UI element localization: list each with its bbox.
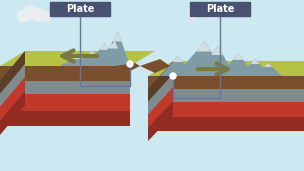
Polygon shape <box>148 76 304 89</box>
Polygon shape <box>75 51 105 66</box>
Polygon shape <box>0 91 25 135</box>
Polygon shape <box>196 41 211 51</box>
Circle shape <box>210 9 219 18</box>
Polygon shape <box>0 66 130 81</box>
Circle shape <box>194 3 206 16</box>
Polygon shape <box>0 111 130 126</box>
Polygon shape <box>211 46 223 55</box>
Polygon shape <box>220 53 255 76</box>
Polygon shape <box>148 89 304 102</box>
Polygon shape <box>99 43 108 50</box>
Polygon shape <box>148 74 173 115</box>
Polygon shape <box>233 53 243 60</box>
Polygon shape <box>175 41 225 76</box>
Polygon shape <box>0 77 25 121</box>
Polygon shape <box>85 43 115 66</box>
Polygon shape <box>255 63 282 76</box>
Polygon shape <box>148 102 304 117</box>
Polygon shape <box>140 59 170 73</box>
Polygon shape <box>264 63 272 67</box>
Circle shape <box>188 8 199 18</box>
Text: Plate: Plate <box>66 4 94 14</box>
Polygon shape <box>195 46 235 76</box>
Polygon shape <box>0 94 130 111</box>
Circle shape <box>170 73 176 79</box>
Polygon shape <box>148 87 173 128</box>
Polygon shape <box>108 41 118 49</box>
Polygon shape <box>148 61 173 102</box>
Polygon shape <box>90 41 125 66</box>
Polygon shape <box>73 56 81 59</box>
Polygon shape <box>0 81 130 94</box>
Polygon shape <box>148 117 304 131</box>
Circle shape <box>40 12 50 22</box>
Polygon shape <box>60 56 90 66</box>
Polygon shape <box>0 51 155 66</box>
Polygon shape <box>115 63 140 71</box>
Circle shape <box>32 8 45 21</box>
Polygon shape <box>173 56 183 62</box>
FancyBboxPatch shape <box>190 2 250 16</box>
Polygon shape <box>160 56 195 76</box>
Circle shape <box>127 61 133 67</box>
Circle shape <box>202 6 214 18</box>
Polygon shape <box>0 51 25 94</box>
Circle shape <box>23 5 37 19</box>
Polygon shape <box>148 61 304 76</box>
Text: Plate: Plate <box>206 4 234 14</box>
Polygon shape <box>250 59 260 64</box>
Polygon shape <box>148 101 173 141</box>
Polygon shape <box>240 59 270 76</box>
Polygon shape <box>100 31 130 66</box>
Polygon shape <box>112 31 122 42</box>
FancyBboxPatch shape <box>50 2 110 16</box>
Circle shape <box>17 10 29 22</box>
Polygon shape <box>0 64 25 107</box>
Polygon shape <box>87 51 96 56</box>
